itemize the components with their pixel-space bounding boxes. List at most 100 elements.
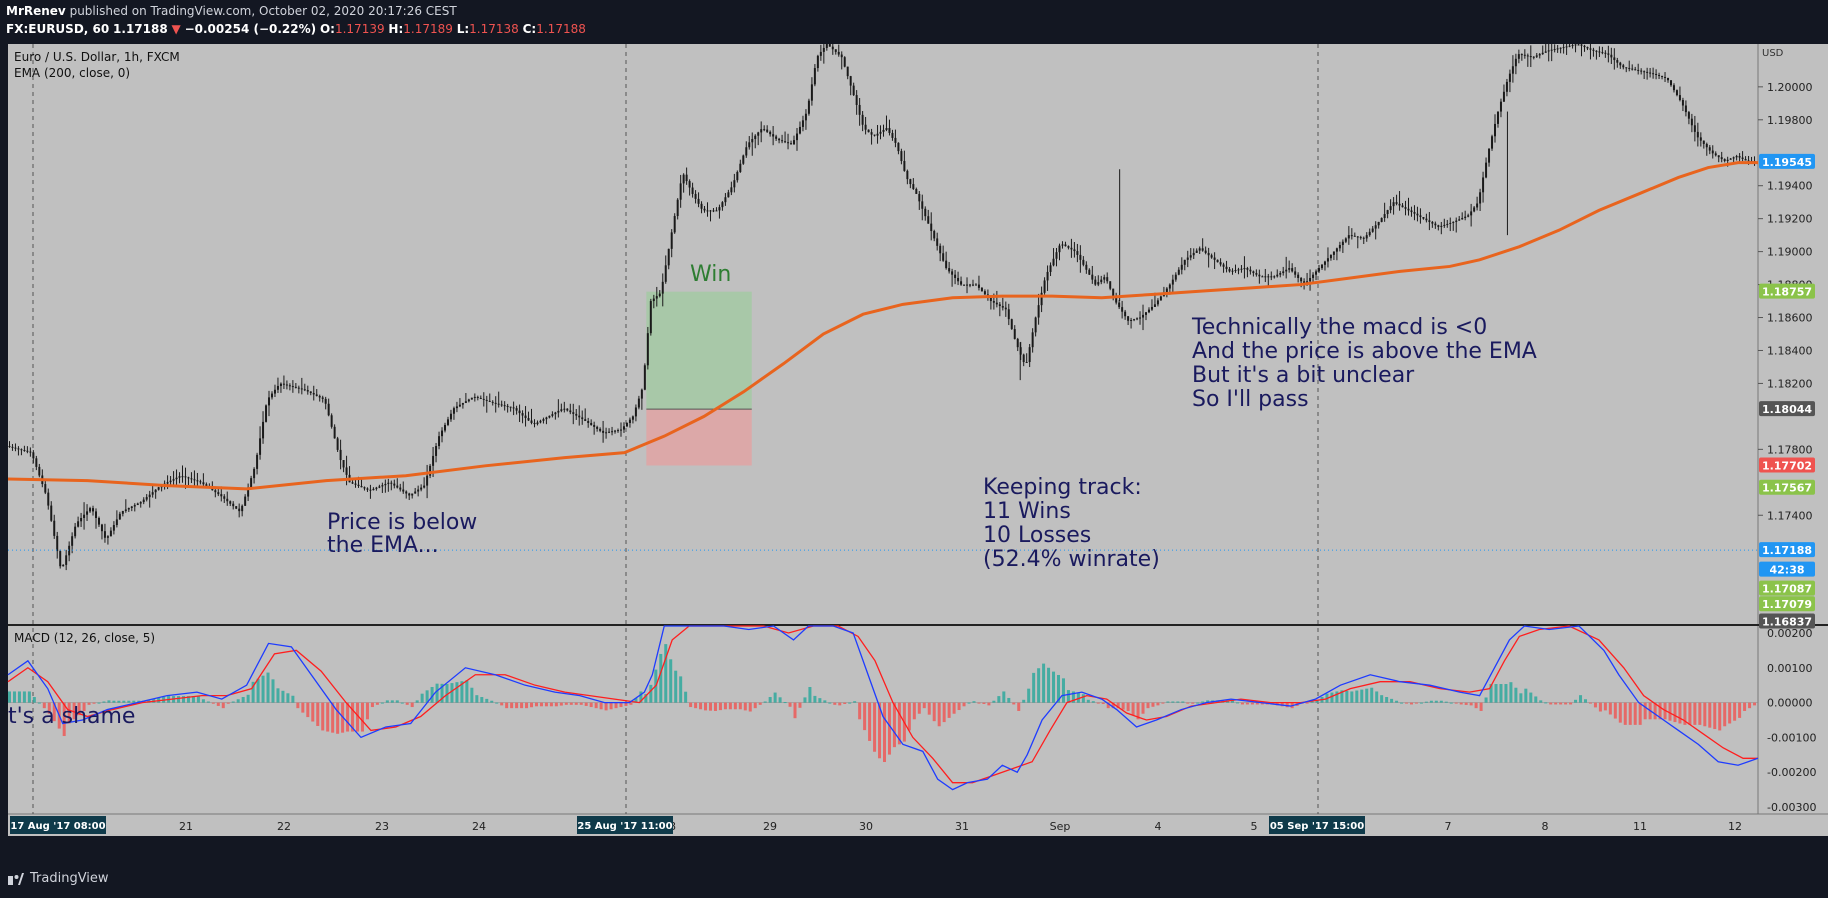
macd-histogram-bar (813, 696, 816, 703)
macd-histogram-bar (1047, 668, 1050, 703)
candle-body (492, 402, 494, 403)
note-keeping-2[interactable]: 11 Wins (983, 499, 1071, 524)
candle-body (554, 413, 556, 415)
author-name[interactable]: MrRenev (6, 4, 66, 18)
candle-body (1321, 265, 1323, 268)
ema-legend[interactable]: EMA (200, close, 0) (14, 66, 130, 80)
candle-body (381, 485, 383, 486)
candle-body (957, 278, 959, 281)
macd-histogram-bar (465, 680, 468, 702)
candle-body (909, 179, 911, 184)
candle-body (850, 76, 852, 85)
macd-tick-label: 0.00100 (1767, 662, 1813, 675)
note-technically-3[interactable]: But it's a bit unclear (1192, 363, 1415, 388)
candle-body (522, 413, 524, 415)
candle-body (480, 398, 482, 399)
macd-histogram-bar (361, 703, 364, 732)
candle-body (83, 515, 85, 518)
price-tag-label: 1.17188 (1762, 544, 1812, 557)
candle-body (1500, 102, 1502, 112)
macd-histogram-bar (555, 703, 558, 707)
tradingview-logo[interactable]: TradingView (8, 871, 109, 886)
candle-body (718, 207, 720, 210)
candle-body (1002, 306, 1004, 308)
publish-header: MrRenev published on TradingView.com, Oc… (0, 0, 1828, 44)
candle-body (369, 490, 371, 491)
candle-body (1601, 52, 1603, 53)
note-technically-4[interactable]: So I'll pass (1192, 387, 1309, 412)
candle-body (948, 268, 950, 271)
symbol-title: Euro / U.S. Dollar, 1h, FXCM (14, 50, 180, 64)
candle-body (927, 216, 929, 223)
macd-histogram-bar (764, 701, 767, 702)
macd-histogram-bar (1589, 703, 1592, 704)
price-tag-label: 1.17087 (1762, 583, 1812, 596)
note-keeping-4[interactable]: (52.4% winrate) (983, 547, 1160, 572)
macd-histogram-bar (1733, 703, 1736, 721)
candle-body (906, 171, 908, 179)
candle-body (1014, 329, 1016, 339)
candle-body (551, 414, 553, 416)
note-keeping-3[interactable]: 10 Losses (983, 523, 1091, 548)
candle-body (754, 136, 756, 139)
candle-body (110, 531, 112, 537)
candle-body (390, 483, 392, 484)
price-tick-label: 1.18200 (1767, 377, 1813, 390)
candle-body (1187, 258, 1189, 260)
position-tool[interactable] (646, 292, 751, 466)
note-below-ema-1[interactable]: Price is below (327, 510, 477, 535)
candle-body (1073, 249, 1075, 251)
target-zone[interactable] (646, 292, 751, 409)
candle-body (1330, 255, 1332, 258)
candle-body (310, 392, 312, 393)
candle-body (1058, 246, 1060, 253)
macd-histogram-bar (754, 703, 757, 709)
tradingview-icon (8, 873, 24, 885)
macd-histogram-bar (1375, 691, 1378, 702)
note-shame[interactable]: t's a shame (8, 704, 135, 729)
macd-histogram-bar (823, 700, 826, 702)
candle-body (1428, 220, 1430, 222)
candle-body (1023, 355, 1025, 362)
note-technically-2[interactable]: And the price is above the EMA (1192, 339, 1537, 364)
macd-histogram-bar (759, 703, 762, 705)
note-technically-1[interactable]: Technically the macd is <0 (1191, 315, 1487, 340)
candle-body (1634, 69, 1636, 70)
candle-body (1261, 276, 1263, 277)
note-below-ema-2[interactable]: the EMA... (327, 533, 439, 558)
time-tick-label: 7 (1445, 820, 1452, 833)
macd-histogram-bar (1499, 684, 1502, 703)
macd-histogram-bar (1639, 703, 1642, 725)
macd-histogram-bar (1544, 702, 1547, 703)
note-keeping-1[interactable]: Keeping track: (983, 475, 1142, 500)
macd-legend[interactable]: MACD (12, 26, close, 5) (14, 631, 155, 645)
candle-body (504, 405, 506, 406)
macd-histogram-bar (485, 699, 488, 703)
low-value: 1.17138 (469, 22, 519, 36)
candle-body (1178, 270, 1180, 275)
macd-histogram-bar (1514, 688, 1517, 703)
candle-body (313, 393, 315, 394)
macd-histogram-bar (873, 703, 876, 752)
macd-histogram-bar (992, 701, 995, 703)
chart-canvas[interactable]: 1.200001.198001.194001.192001.190001.188… (0, 44, 1828, 862)
candle-body (945, 261, 947, 268)
candle-body (712, 210, 714, 211)
macd-histogram-bar (674, 671, 677, 703)
candle-body (993, 301, 995, 303)
macd-histogram-bar (1594, 703, 1597, 708)
candle-body (1327, 258, 1329, 261)
candle-body (575, 414, 577, 416)
candle-body (1094, 280, 1096, 285)
macd-histogram-bar (1728, 703, 1731, 724)
candle-body (1154, 304, 1156, 307)
macd-histogram-bar (972, 701, 975, 702)
candle-body (214, 490, 216, 492)
candle-body (1148, 310, 1150, 313)
macd-histogram-bar (858, 703, 861, 720)
candle-body (8, 446, 10, 447)
macd-histogram-bar (1549, 703, 1552, 705)
macd-histogram-bar (1186, 703, 1189, 704)
macd-histogram-bar (1688, 703, 1691, 725)
macd-histogram-bar (1022, 700, 1025, 703)
